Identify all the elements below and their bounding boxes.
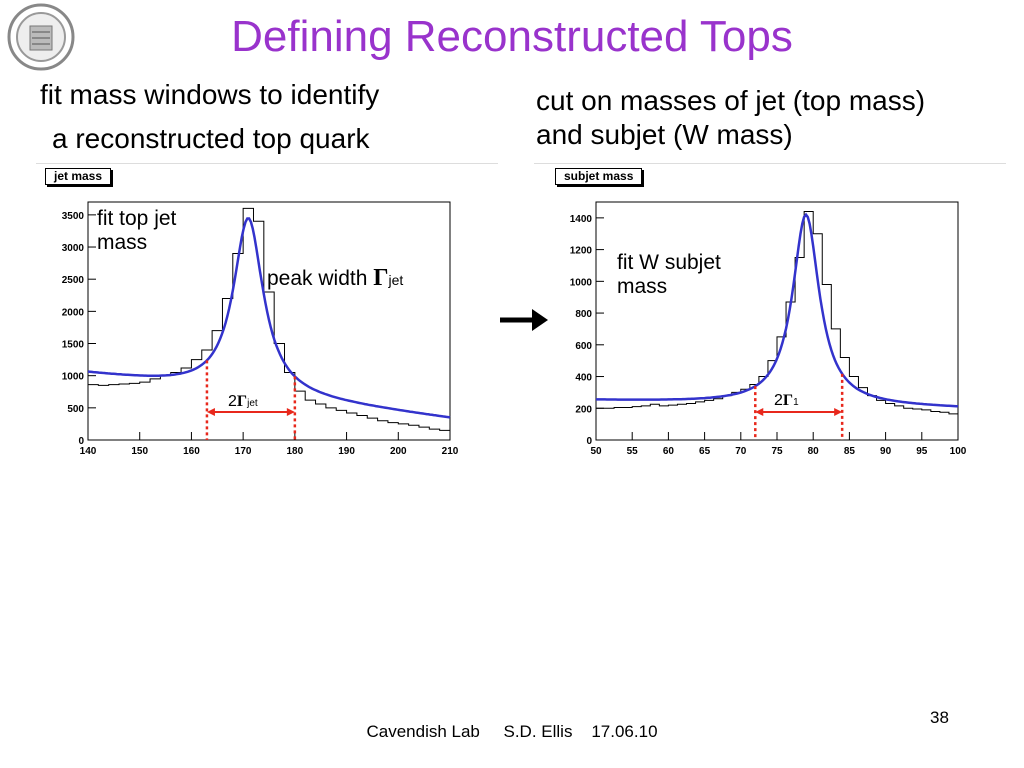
x-tick-label: 90 xyxy=(880,446,892,457)
y-tick-label: 3000 xyxy=(62,243,85,254)
right-text-line1: cut on masses of jet (top mass) xyxy=(536,85,926,116)
jet-mass-chart: 0 500 1000 1500 2000 2500 3000 3500 140 150 160 170… xyxy=(62,201,459,457)
fit-top-jet-line2: mass xyxy=(97,231,148,254)
window-arrow-head-left xyxy=(755,408,764,416)
x-tick-label: 85 xyxy=(844,446,856,457)
y-tick-label: 2000 xyxy=(62,307,85,318)
jet-window-label: 2Γjet xyxy=(228,390,258,416)
peak-width-label: peak width Γjet xyxy=(267,266,403,292)
x-tick-label: 210 xyxy=(442,446,459,457)
fit-w-subjet-line1: fit W subjet xyxy=(617,251,721,274)
x-tick-label: 55 xyxy=(627,446,639,457)
y-tick-label: 400 xyxy=(575,373,592,384)
y-tick-label: 1000 xyxy=(570,277,593,288)
x-tick-label: 160 xyxy=(183,446,200,457)
x-tick-label: 80 xyxy=(808,446,820,457)
y-tick-label: 600 xyxy=(575,341,592,352)
y-tick-label: 3500 xyxy=(62,211,85,222)
y-tick-label: 1000 xyxy=(62,372,85,383)
subjet-window-two: 2 xyxy=(774,392,783,409)
x-tick-label: 75 xyxy=(771,446,783,457)
fit-w-subjet-label: fit W subjet mass xyxy=(617,251,721,299)
fit-top-jet-label: fit top jet mass xyxy=(97,207,176,255)
window-arrow-head-right xyxy=(834,408,843,416)
x-tick-label: 65 xyxy=(699,446,711,457)
x-tick-label: 70 xyxy=(735,446,747,457)
footer-text: Cavendish Lab S.D. Ellis 17.06.10 xyxy=(366,722,658,741)
x-tick-label: 200 xyxy=(390,446,407,457)
slide-title: Defining Reconstructed Tops xyxy=(231,12,793,61)
jet-window-sub: jet xyxy=(247,398,258,409)
subjet-mass-chart: 0 200 400 600 800 1000 1200 1400 50 55 60 65 70 75 80 8… xyxy=(570,201,967,457)
x-tick-label: 50 xyxy=(590,446,602,457)
right-text-line2: and subjet (W mass) xyxy=(536,119,793,150)
y-tick-label: 1500 xyxy=(62,340,85,351)
y-tick-label: 0 xyxy=(586,436,592,447)
y-tick-label: 2500 xyxy=(62,275,85,286)
histogram-line xyxy=(596,211,958,415)
university-seal-logo xyxy=(7,3,75,71)
jet-mass-title: jet mass xyxy=(45,168,112,185)
panel-divider xyxy=(36,163,498,164)
y-tick-label: 200 xyxy=(575,404,592,415)
subjet-window-gamma: Γ xyxy=(782,392,794,409)
jet-window-two: 2 xyxy=(228,393,237,410)
fit-w-subjet-line2: mass xyxy=(617,275,668,298)
x-tick-label: 190 xyxy=(338,446,355,457)
y-tick-label: 800 xyxy=(575,309,592,320)
gamma-symbol: Γ xyxy=(373,265,389,291)
window-arrow-head-left xyxy=(206,408,215,416)
gamma-subscript: jet xyxy=(388,272,404,288)
y-tick-label: 0 xyxy=(78,436,84,447)
x-tick-label: 100 xyxy=(950,446,967,457)
x-tick-label: 180 xyxy=(287,446,304,457)
y-tick-label: 1400 xyxy=(570,214,593,225)
panel-divider-right xyxy=(534,163,1006,164)
x-tick-label: 170 xyxy=(235,446,252,457)
jet-window-gamma: Γ xyxy=(236,393,248,410)
subjet-window-label: 2Γ1 xyxy=(774,389,799,415)
subjet-mass-title: subjet mass xyxy=(555,168,643,185)
histogram-line xyxy=(88,207,450,431)
page-number: 38 xyxy=(930,708,949,727)
y-tick-label: 500 xyxy=(67,404,84,415)
fit-curve xyxy=(596,212,959,408)
x-tick-label: 140 xyxy=(80,446,97,457)
x-tick-label: 60 xyxy=(663,446,675,457)
window-arrow-head-right xyxy=(286,408,295,416)
x-tick-label: 95 xyxy=(916,446,928,457)
y-tick-label: 1200 xyxy=(570,246,593,257)
left-text-line2: a reconstructed top quark xyxy=(52,123,370,154)
right-arrow-icon xyxy=(500,309,548,331)
subjet-window-sub: 1 xyxy=(793,397,799,408)
fit-top-jet-line1: fit top jet xyxy=(97,207,177,230)
fit-curve xyxy=(87,217,451,419)
peak-width-text: peak width xyxy=(267,267,374,290)
x-tick-label: 150 xyxy=(131,446,148,457)
left-text-line1: fit mass windows to identify xyxy=(40,79,380,110)
